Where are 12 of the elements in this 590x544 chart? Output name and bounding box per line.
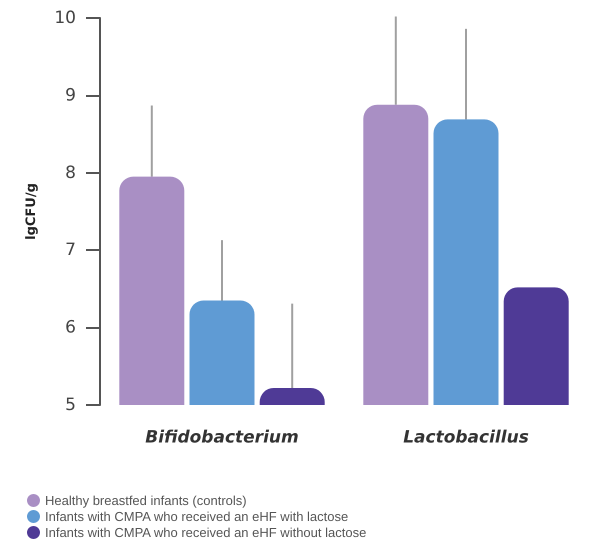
legend-label: Infants with CMPA who received an eHF without lactose (45, 525, 366, 540)
legend-label: Healthy breastfed infants (controls) (45, 493, 247, 508)
y-tick-label: 5 (65, 395, 76, 415)
y-axis-title: lgCFU/g (24, 183, 39, 240)
y-tick-label: 9 (65, 85, 76, 106)
legend-label: Infants with CMPA who received an eHF with lactose (45, 509, 348, 524)
x-tick-label: Bifidobacterium (145, 428, 299, 448)
y-tick-label: 7 (65, 240, 76, 260)
y-tick-label: 8 (65, 162, 76, 183)
y-tick-label: 6 (65, 318, 76, 338)
x-tick-label: Lactobacillus (403, 428, 529, 448)
y-tick-label: 10 (54, 8, 76, 28)
